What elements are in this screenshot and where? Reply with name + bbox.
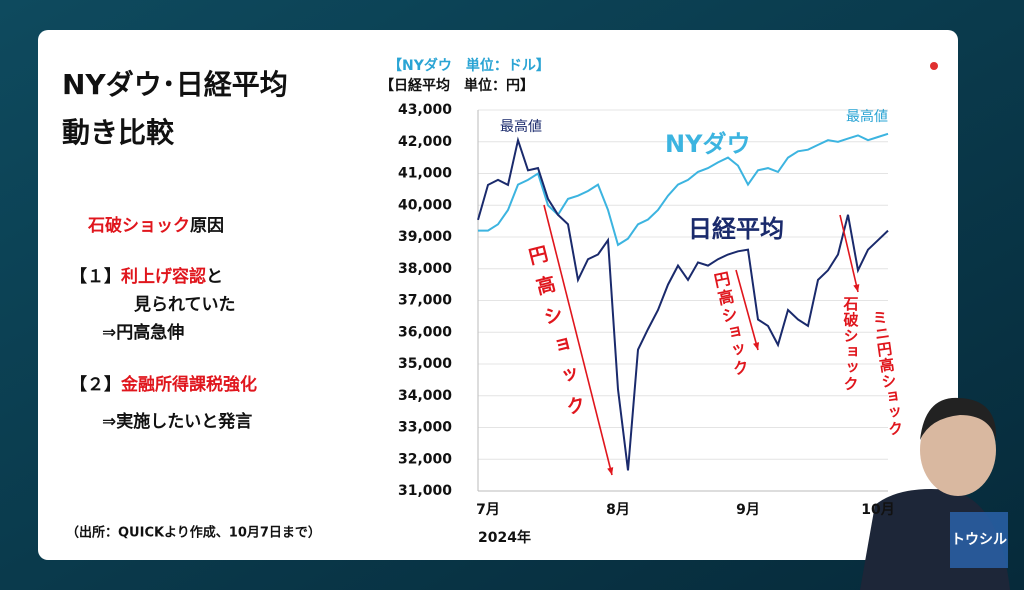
series-line <box>478 132 889 247</box>
x-tick-label: 10月 <box>861 502 894 518</box>
x-tick-label: 7月 <box>476 502 500 518</box>
y-tick-label: 39,000 <box>398 229 452 245</box>
logo: トウシル <box>951 532 1007 548</box>
text-run: 利上げ容認 <box>121 266 206 287</box>
y-tick-label: 33,000 <box>398 420 452 436</box>
axis-title: 【日経平均 単位：円】 <box>380 77 534 94</box>
y-tick-label: 37,000 <box>398 293 452 309</box>
text-run: 金融所得課税強化 <box>120 374 257 395</box>
logo-box <box>950 512 1008 568</box>
text-run: 石破ショック <box>87 215 190 236</box>
annotation: 最高値 <box>500 118 542 135</box>
axis-title: 【NYダウ 単位：ドル】 <box>388 57 550 74</box>
y-tick-label: 31,000 <box>398 483 452 499</box>
item: 【１】利上げ容認と <box>70 266 223 287</box>
dot <box>930 62 938 70</box>
source: （出所：QUICKより作成、10月7日まで） <box>66 525 321 541</box>
arrow <box>735 269 759 351</box>
annotation: 石破ショック <box>842 296 860 392</box>
x-tick-label: 8月 <box>606 502 630 518</box>
x-tick-label: 9月 <box>736 502 760 518</box>
item-text: ⇒実施したいと発言 <box>102 411 252 432</box>
arrow-head <box>753 342 760 350</box>
arrow-head <box>853 284 860 292</box>
cause: 石破ショック原因 <box>87 215 224 236</box>
text-run: と <box>206 267 223 287</box>
slide-title: NYダウ･日経平均 <box>62 68 288 101</box>
arrow <box>543 204 613 476</box>
arrow <box>839 214 859 293</box>
y-tick-label: 43,000 <box>398 102 452 118</box>
item-text: ⇒円高急伸 <box>102 322 184 343</box>
y-tick-label: 36,000 <box>398 324 452 340</box>
y-tick-label: 41,000 <box>398 166 452 182</box>
y-tick-label: 34,000 <box>398 388 452 404</box>
series-label: NYダウ <box>665 130 750 158</box>
text-run: 【２】 <box>70 374 121 395</box>
annotation: 最高値 <box>846 108 888 125</box>
x-axis-label: 2024年 <box>478 529 531 546</box>
text-run: 【１】 <box>70 266 121 287</box>
y-tick-label: 38,000 <box>398 261 452 277</box>
y-tick-label: 32,000 <box>398 451 452 467</box>
series-label: 日経平均 <box>688 215 784 243</box>
item-text: 見られていた <box>133 295 236 315</box>
series-line <box>477 136 889 471</box>
y-tick-label: 42,000 <box>398 134 452 150</box>
item: 【２】金融所得課税強化 <box>70 374 257 395</box>
y-tick-label: 35,000 <box>398 356 452 372</box>
slide-title: 動き比較 <box>62 116 175 149</box>
arrow-head <box>607 467 614 475</box>
text-run: 原因 <box>190 216 224 236</box>
y-tick-label: 40,000 <box>398 197 452 213</box>
